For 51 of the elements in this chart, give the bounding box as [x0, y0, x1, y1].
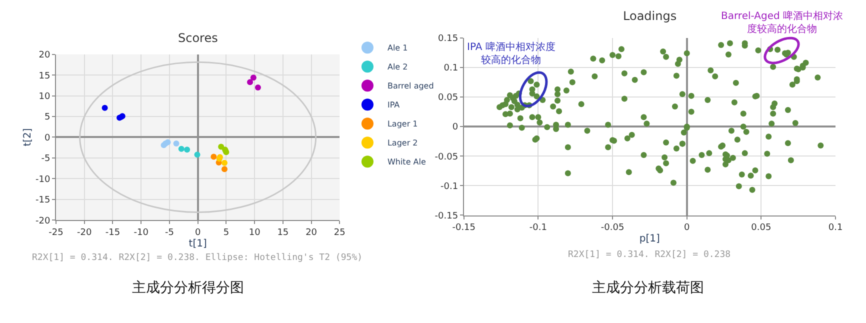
y-axis-title: t[2]: [22, 128, 34, 146]
legend-label: Lager 1: [387, 120, 418, 129]
y-tick-label: -0.05: [434, 152, 458, 162]
annotation: IPA 啤酒中相对浓度较高的化合物: [467, 41, 556, 66]
y-tick-label: -20: [36, 216, 50, 226]
x-tick-label: 5: [223, 228, 230, 238]
x-tick-label: 0: [194, 228, 201, 238]
text: 主成分分析载荷图: [592, 280, 704, 296]
x-tick-label: 0: [684, 223, 690, 234]
y-tick-label: 0: [452, 122, 458, 133]
x-tick-label: -0.15: [452, 223, 476, 234]
x-axis-title: t[1]: [188, 238, 207, 250]
y-tick-label: 15: [38, 71, 50, 82]
x-tick-label: 10: [248, 228, 261, 238]
legend-label: Ale 2: [387, 62, 408, 72]
chart-title: Loadings: [623, 9, 677, 23]
legend-label: IPA: [387, 100, 400, 110]
x-tick-label: -15: [105, 228, 120, 238]
x-tick-label: -5: [164, 228, 174, 238]
y-tick-label: 0.1: [444, 64, 458, 74]
chart-title: Scores: [178, 31, 218, 45]
x-tick-label: 25: [334, 228, 346, 238]
y-tick-label: 0: [44, 133, 50, 144]
y-tick-label: -10: [36, 174, 50, 185]
x-tick-label: 0.1: [828, 223, 843, 234]
x-tick-label: -0.1: [529, 223, 547, 234]
y-tick-label: -5: [41, 154, 50, 164]
text: R2X[1] = 0.314. R2X[2] = 0.238: [568, 250, 731, 260]
x-tick-label: -20: [77, 228, 92, 238]
y-tick-label: -15: [36, 196, 50, 206]
legend-label: Ale 1: [387, 44, 408, 53]
x-tick-label: 15: [277, 228, 289, 238]
y-tick-label: 5: [44, 112, 50, 123]
x-tick-label: -25: [48, 228, 64, 238]
y-tick-label: 0.05: [438, 93, 458, 104]
y-tick-label: 20: [38, 50, 50, 61]
x-tick-label: 0.05: [751, 223, 772, 234]
legend-label: Lager 2: [387, 138, 418, 148]
x-tick-label: -10: [134, 228, 149, 238]
legend-label: White Ale: [387, 158, 426, 167]
y-tick-label: 0.15: [438, 34, 458, 44]
text: R2X[1] = 0.314. R2X[2] = 0.238. Ellipse: Hotelling's T2 (95%): [32, 253, 363, 263]
x-tick-label: -0.05: [600, 223, 624, 234]
x-tick-label: 20: [306, 228, 318, 238]
text: Barrel-Aged 啤酒中相对浓度较高的化合物: [721, 10, 844, 35]
text: 主成分分析得分图: [132, 280, 244, 296]
x-axis-title: p[1]: [639, 234, 660, 245]
y-tick-label: 10: [38, 92, 50, 102]
legend-label: Barrel aged: [387, 82, 434, 91]
y-tick-label: -0.1: [440, 182, 458, 192]
y-tick-label: -0.15: [434, 211, 458, 222]
